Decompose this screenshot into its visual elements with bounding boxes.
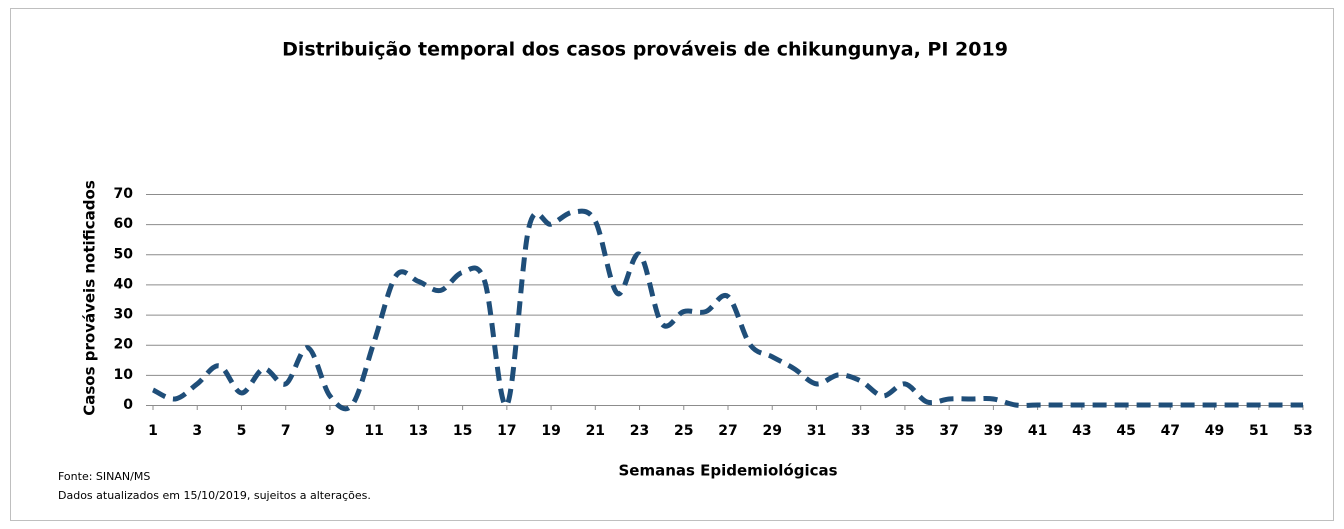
x-tick-label: 23 [630, 423, 649, 439]
x-tick-label: 45 [1116, 423, 1135, 439]
y-tick-label: 10 [114, 367, 134, 383]
x-tick-label: 1 [148, 423, 158, 439]
x-tick-label: 19 [541, 423, 560, 439]
source-note: Fonte: SINAN/MS [58, 470, 150, 483]
x-tick-label: 21 [586, 423, 605, 439]
x-tick-label: 15 [453, 423, 472, 439]
x-tick-label: 35 [895, 423, 914, 439]
data-line [151, 208, 1303, 412]
x-tick-label: 13 [409, 423, 428, 439]
x-tick-label: 11 [364, 423, 383, 439]
y-tick-label: 60 [114, 216, 134, 232]
x-tick-label: 51 [1249, 423, 1268, 439]
x-tick-label: 41 [1028, 423, 1047, 439]
x-tick-label: 17 [497, 423, 516, 439]
y-tick-label: 30 [114, 307, 134, 323]
x-tick-label: 49 [1205, 423, 1224, 439]
x-tick-label: 29 [762, 423, 781, 439]
x-axis-label: Semanas Epidemiológicas [618, 462, 837, 480]
y-tick-label: 20 [114, 337, 134, 353]
chart-frame [10, 8, 1334, 521]
chart-title: Distribuição temporal dos casos provávei… [282, 39, 1008, 61]
x-tick-label: 9 [325, 423, 335, 439]
x-tick-label: 33 [851, 423, 870, 439]
x-tick-label: 5 [237, 423, 247, 439]
x-tick-label: 27 [718, 423, 737, 439]
y-tick-label: 0 [123, 397, 133, 413]
update-note: Dados atualizados em 15/10/2019, sujeito… [58, 489, 371, 502]
x-tick-label: 3 [192, 423, 202, 439]
y-tick-label: 50 [114, 246, 134, 262]
x-tick-label: 37 [939, 423, 958, 439]
x-tick-label: 53 [1293, 423, 1312, 439]
y-tick-label: 70 [114, 186, 134, 202]
x-tick-label: 31 [807, 423, 826, 439]
x-tick-label: 43 [1072, 423, 1091, 439]
y-axis-label: Casos prováveis notificados [81, 180, 99, 416]
x-tick-label: 47 [1161, 423, 1180, 439]
x-tick-label: 25 [674, 423, 693, 439]
x-tick-label: 39 [984, 423, 1003, 439]
y-tick-label: 40 [114, 276, 134, 292]
x-tick-label: 7 [281, 423, 291, 439]
